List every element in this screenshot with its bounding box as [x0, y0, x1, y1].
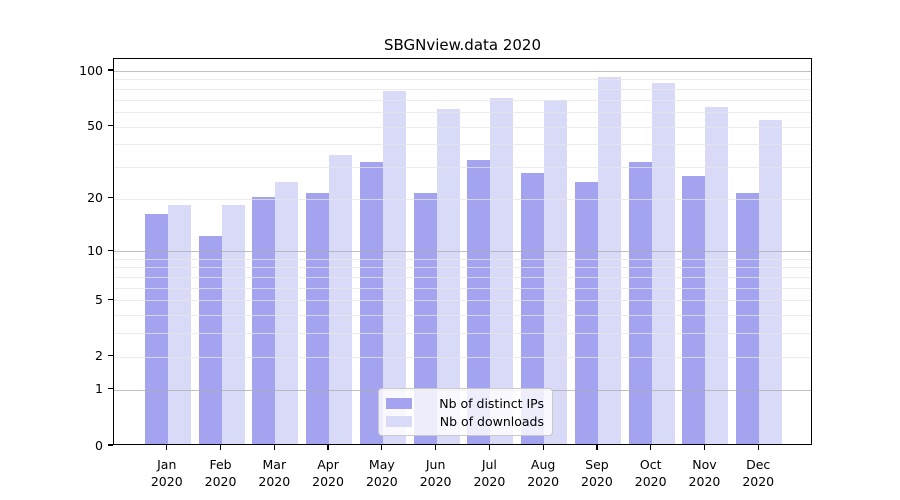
x-tick-label-feb: Feb 2020: [204, 457, 237, 489]
x-tick-may: [381, 445, 383, 450]
y-tick-1: [108, 388, 113, 390]
x-tick-label-apr: Apr 2020: [312, 457, 344, 489]
x-tick-oct: [650, 445, 652, 450]
bar-distinct-ips-jun: [413, 192, 437, 444]
y-tick-5: [108, 298, 113, 301]
x-tick-dec: [757, 445, 759, 450]
x-tick-label-mar: Mar 2020: [258, 457, 291, 489]
x-tick-feb: [219, 445, 222, 450]
plot-area: [113, 58, 812, 445]
x-tick-mar: [273, 445, 275, 450]
y-tick-2: [108, 355, 113, 357]
y-tick-label-2: 2: [95, 348, 103, 364]
legend-item-distinct-ips: Nb of distinct IPs: [386, 397, 544, 410]
y-tick-label-100: 100: [79, 62, 103, 78]
bar-downloads-jan: [167, 204, 191, 444]
y-tick-10: [108, 249, 113, 251]
y-tick-label-50: 50: [87, 118, 103, 134]
bar-distinct-ips-aug: [521, 173, 545, 444]
bar-downloads-feb: [221, 204, 245, 444]
bar-downloads-jun: [436, 108, 460, 444]
bar-downloads-dec: [759, 119, 783, 444]
x-tick-label-jun: Jun 2020: [419, 457, 452, 489]
bar-distinct-ips-jan: [144, 213, 168, 444]
bars-layer: [114, 59, 811, 444]
x-tick-label-jul: Jul 2020: [473, 457, 506, 489]
x-tick-label-nov: Nov 2020: [688, 457, 721, 489]
x-tick-jul: [488, 445, 491, 450]
y-tick-0: [108, 444, 113, 446]
y-tick-20: [108, 196, 113, 199]
chart-title: SBGNview.data 2020: [383, 36, 542, 54]
legend: Nb of distinct IPs Nb of downloads: [378, 388, 553, 436]
x-tick-aug: [542, 445, 544, 450]
x-tick-label-sep: Sep 2020: [581, 457, 613, 489]
x-tick-nov: [703, 445, 706, 450]
y-tick-label-10: 10: [87, 242, 103, 258]
bar-downloads-oct: [651, 83, 675, 444]
y-tick-50: [108, 124, 113, 127]
x-tick-sep: [596, 445, 598, 450]
y-tick-label-1: 1: [95, 381, 103, 397]
bar-distinct-ips-mar: [252, 196, 276, 444]
bar-downloads-apr: [329, 155, 353, 444]
bar-distinct-ips-dec: [736, 192, 760, 444]
y-tick-label-20: 20: [87, 190, 103, 206]
legend-swatch-downloads: [386, 415, 412, 427]
bar-distinct-ips-apr: [306, 192, 330, 444]
legend-item-downloads: Nb of downloads: [386, 415, 544, 428]
x-tick-jan: [166, 445, 168, 450]
bar-downloads-nov: [705, 107, 729, 444]
bar-downloads-aug: [544, 99, 568, 444]
x-tick-label-aug: Aug 2020: [527, 457, 560, 489]
bar-distinct-ips-sep: [574, 182, 598, 444]
bar-downloads-sep: [597, 77, 621, 444]
bar-distinct-ips-nov: [682, 176, 706, 444]
x-tick-jun: [434, 445, 437, 450]
x-tick-label-may: May 2020: [365, 457, 398, 489]
legend-label-downloads: Nb of downloads: [439, 413, 544, 429]
y-tick-100: [108, 69, 113, 71]
x-tick-label-jan: Jan 2020: [150, 457, 183, 489]
legend-label-distinct-ips: Nb of distinct IPs: [439, 395, 544, 411]
x-tick-label-dec: Dec 2020: [742, 457, 775, 489]
y-tick-label-0: 0: [95, 437, 103, 453]
bar-distinct-ips-may: [359, 162, 383, 444]
x-tick-label-oct: Oct 2020: [634, 457, 667, 489]
bar-distinct-ips-feb: [198, 235, 222, 444]
legend-swatch-distinct-ips: [386, 397, 412, 409]
bar-distinct-ips-oct: [628, 162, 652, 444]
bar-distinct-ips-jul: [467, 159, 491, 444]
x-tick-apr: [327, 445, 329, 450]
y-tick-label-5: 5: [95, 291, 103, 307]
bar-downloads-mar: [275, 182, 299, 444]
